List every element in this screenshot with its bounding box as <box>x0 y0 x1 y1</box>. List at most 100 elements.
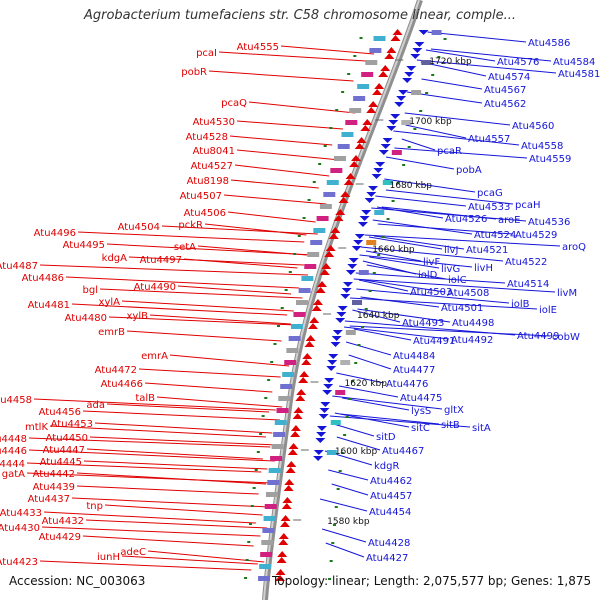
gene-label-reverse[interactable]: Atu4484 <box>393 351 435 362</box>
gene-label-forward[interactable]: Atu4433 <box>0 508 42 519</box>
gene-label-reverse[interactable]: sitD <box>376 432 396 443</box>
gene-label-forward[interactable]: Atu4423 <box>0 557 38 568</box>
gene-label-forward[interactable]: Atu4481 <box>28 300 70 311</box>
gene-label-reverse[interactable]: Atu4457 <box>370 491 412 502</box>
gene-label-reverse[interactable]: sitB <box>441 420 460 431</box>
gene-label-reverse[interactable]: Atu4508 <box>447 288 489 299</box>
gene-label-forward[interactable]: Atu4430 <box>0 523 40 534</box>
gene-label-reverse[interactable]: Atu4476 <box>386 379 428 390</box>
gene-label-reverse[interactable]: Atu4521 <box>466 245 508 256</box>
gene-label-forward[interactable]: kdgA <box>102 253 127 264</box>
gene-label-reverse[interactable]: livG <box>441 264 460 275</box>
gene-label-forward[interactable]: Atu8041 <box>193 146 235 157</box>
gene-label-forward[interactable]: pckR <box>178 220 203 231</box>
gene-label-reverse[interactable]: pobA <box>456 165 482 176</box>
gene-label-reverse[interactable]: Atu4567 <box>484 85 526 96</box>
gene-label-forward[interactable]: Atu4496 <box>34 228 76 239</box>
gene-label-forward[interactable]: Atu4437 <box>28 494 70 505</box>
gene-label-reverse[interactable]: livM <box>557 288 577 299</box>
gene-label-reverse[interactable]: Atu4558 <box>521 141 563 152</box>
gene-label-reverse[interactable]: Atu4574 <box>488 72 530 83</box>
gene-label-reverse[interactable]: Atu4491 <box>413 336 455 347</box>
gene-label-forward[interactable]: Atu4453 <box>51 419 93 430</box>
gene-label-reverse[interactable]: iolB <box>511 299 530 310</box>
gene-label-reverse[interactable]: kdgR <box>374 461 399 472</box>
gene-label-reverse[interactable]: Atu4428 <box>368 538 410 549</box>
gene-label-reverse[interactable]: Atu4533 <box>468 202 510 213</box>
gene-label-reverse[interactable]: cobW <box>552 332 580 343</box>
gene-label-forward[interactable]: Atu4507 <box>180 191 222 202</box>
gene-label-reverse[interactable]: Atu4524 <box>474 230 516 241</box>
gene-label-forward[interactable]: Atu4444 <box>0 459 25 470</box>
gene-label-reverse[interactable]: Atu4493 <box>402 318 444 329</box>
gene-label-forward[interactable]: Atu4527 <box>191 161 233 172</box>
gene-label-reverse[interactable]: sitA <box>472 423 491 434</box>
gene-label-reverse[interactable]: livF <box>423 257 440 268</box>
gene-label-reverse[interactable]: lysS <box>411 406 431 417</box>
gene-label-forward[interactable]: Atu4506 <box>184 208 226 219</box>
gene-label-forward[interactable]: Atu4486 <box>22 273 64 284</box>
gene-label-reverse[interactable]: iolE <box>539 305 557 316</box>
gene-label-reverse[interactable]: Atu4501 <box>441 303 483 314</box>
gene-label-forward[interactable]: Atu8198 <box>187 176 229 187</box>
gene-label-reverse[interactable]: Atu4529 <box>515 230 557 241</box>
gene-label-forward[interactable]: Atu4495 <box>63 240 105 251</box>
gene-label-forward[interactable]: setA <box>174 242 196 253</box>
gene-label-forward[interactable]: gatA <box>2 469 25 480</box>
gene-label-forward[interactable]: iunH <box>97 552 120 563</box>
gene-label-reverse[interactable]: aroQ <box>562 242 586 253</box>
gene-label-reverse[interactable]: Atu4477 <box>393 365 435 376</box>
gene-label-forward[interactable]: Atu4446 <box>0 446 27 457</box>
gene-label-reverse[interactable]: Atu4562 <box>484 99 526 110</box>
gene-label-reverse[interactable]: Atu4559 <box>529 154 571 165</box>
gene-label-reverse[interactable]: pcaG <box>477 188 503 199</box>
gene-label-reverse[interactable]: Atu4462 <box>370 476 412 487</box>
gene-label-forward[interactable]: Atu4497 <box>140 255 182 266</box>
gene-label-forward[interactable]: pcaI <box>196 48 217 59</box>
gene-label-forward[interactable]: emrA <box>141 351 168 362</box>
gene-label-forward[interactable]: talB <box>135 393 155 404</box>
gene-label-forward[interactable]: Atu4466 <box>101 379 143 390</box>
gene-label-reverse[interactable]: Atu4560 <box>512 121 554 132</box>
gene-label-forward[interactable]: Atu4450 <box>46 433 88 444</box>
gene-label-forward[interactable]: pobR <box>181 67 207 78</box>
gene-label-reverse[interactable]: Atu4526 <box>445 214 487 225</box>
gene-label-reverse[interactable]: Atu4454 <box>369 507 411 518</box>
gene-label-forward[interactable]: Atu4490 <box>134 282 176 293</box>
gene-label-reverse[interactable]: Atu4499 <box>517 331 559 342</box>
gene-label-reverse[interactable]: Atu4581 <box>558 69 600 80</box>
gene-label-forward[interactable]: ada <box>86 400 105 411</box>
gene-label-reverse[interactable]: pcaH <box>515 200 541 211</box>
gene-label-forward[interactable]: Atu4432 <box>42 516 84 527</box>
gene-label-forward[interactable]: bgl <box>83 285 98 296</box>
gene-label-forward[interactable]: Atu4487 <box>0 261 38 272</box>
gene-label-forward[interactable]: mtlK <box>25 422 48 433</box>
gene-label-reverse[interactable]: Atu4503 <box>410 287 452 298</box>
gene-label-reverse[interactable]: Atu4475 <box>400 393 442 404</box>
gene-label-reverse[interactable]: iolD <box>418 270 438 281</box>
gene-label-reverse[interactable]: livJ <box>444 245 458 256</box>
gene-label-reverse[interactable]: sitC <box>411 423 430 434</box>
gene-label-reverse[interactable]: aroE <box>498 215 520 226</box>
gene-label-reverse[interactable]: Atu4557 <box>468 134 510 145</box>
gene-label-forward[interactable]: Atu4456 <box>39 407 81 418</box>
gene-label-reverse[interactable]: livH <box>474 263 493 274</box>
gene-label-forward[interactable]: Atu4445 <box>40 457 82 468</box>
gene-label-reverse[interactable]: Atu4467 <box>382 446 424 457</box>
gene-label-reverse[interactable]: Atu4498 <box>452 318 494 329</box>
gene-label-forward[interactable]: Atu4528 <box>186 132 228 143</box>
gene-label-reverse[interactable]: Atu4427 <box>366 553 408 564</box>
gene-label-forward[interactable]: Atu4448 <box>0 434 27 445</box>
gene-label-reverse[interactable]: pcaR <box>437 146 462 157</box>
gene-label-reverse[interactable]: Atu4586 <box>528 38 570 49</box>
gene-label-reverse[interactable]: iolC <box>448 275 467 286</box>
gene-label-forward[interactable]: tnp <box>86 501 103 512</box>
gene-label-reverse[interactable]: Atu4514 <box>507 279 549 290</box>
gene-label-forward[interactable]: xylA <box>99 297 121 308</box>
gene-label-forward[interactable]: Atu4530 <box>193 117 235 128</box>
gene-label-forward[interactable]: emrB <box>98 327 125 338</box>
gene-label-forward[interactable]: Atu4439 <box>33 482 75 493</box>
gene-label-forward[interactable]: Atu4472 <box>95 365 137 376</box>
gene-label-forward[interactable]: Atu4447 <box>43 445 85 456</box>
gene-label-forward[interactable]: xylB <box>127 311 149 322</box>
